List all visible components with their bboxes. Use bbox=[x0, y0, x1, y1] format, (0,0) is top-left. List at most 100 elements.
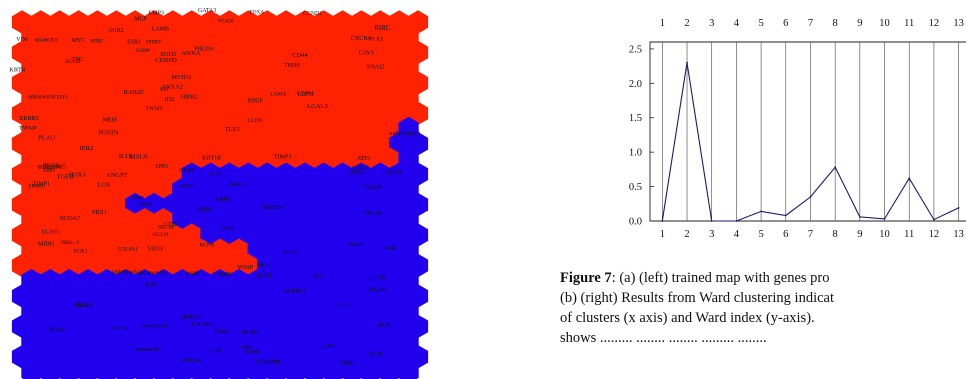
hex-cell-cluster-b bbox=[125, 192, 146, 217]
hex-cell-cluster-a bbox=[351, 132, 372, 156]
x-tick-label-bottom: 1 bbox=[660, 229, 665, 240]
x-tick-label-bottom: 13 bbox=[953, 229, 964, 240]
hex-cell-cluster-b bbox=[134, 269, 155, 293]
hex-cell-cluster-a bbox=[181, 40, 202, 65]
gene-label: CCND1 bbox=[303, 11, 322, 17]
hex-cell-cluster-a bbox=[209, 56, 231, 80]
hex-cell-cluster-b bbox=[407, 345, 429, 369]
hex-cell-cluster-a bbox=[209, 116, 231, 141]
hex-cell-cluster-a bbox=[59, 208, 80, 232]
hex-cell-cluster-a bbox=[351, 71, 372, 95]
hex-cell-cluster-a bbox=[11, 192, 33, 217]
hex-cell-cluster-b bbox=[257, 345, 278, 369]
hex-cell-cluster-a bbox=[11, 10, 33, 34]
gene-label: IGFR bbox=[258, 273, 273, 279]
ward-index-chart: 1 2 3 4 5 6 7 8 9 10 11 12 13 1 2 3 4 5 6 7 8 9 10 11 12 13 0.00… bbox=[629, 18, 966, 240]
hex-cell-cluster-a bbox=[96, 177, 117, 202]
hex-cell-cluster-a bbox=[219, 132, 240, 156]
hex-cell-cluster-b bbox=[351, 192, 372, 217]
hex-cell-cluster-a bbox=[68, 192, 89, 217]
x-tick-label-top: 10 bbox=[879, 18, 890, 29]
gene-label: TAGLN bbox=[362, 184, 383, 191]
hex-cell-cluster-a bbox=[313, 10, 334, 34]
gene-label: KRT18 bbox=[202, 155, 221, 162]
gene-label: TIMP3 bbox=[274, 153, 292, 160]
hex-cell-cluster-a bbox=[219, 40, 240, 65]
gene-label: JUNB bbox=[209, 349, 223, 355]
ward-index-point bbox=[809, 196, 812, 198]
hex-cell-cluster-a bbox=[153, 238, 174, 262]
hex-cell-cluster-b bbox=[370, 284, 391, 308]
chart-border bbox=[649, 41, 966, 222]
hex-cell-cluster-a bbox=[40, 25, 61, 49]
hex-cell-cluster-a bbox=[115, 177, 136, 202]
gene-label: CDH11 bbox=[198, 207, 215, 213]
gene-label: unknown20 bbox=[389, 130, 420, 137]
gene-label: CD44 bbox=[292, 52, 308, 59]
hex-cell-cluster-b bbox=[77, 269, 99, 293]
hex-cell-cluster-b bbox=[247, 299, 268, 323]
hex-cell-cluster-a bbox=[30, 132, 51, 156]
gene-label: MEIS bbox=[103, 118, 117, 124]
hex-cell-cluster-a bbox=[370, 40, 391, 65]
hex-cell-cluster-a bbox=[87, 192, 108, 217]
hex-cell-cluster-a bbox=[172, 238, 193, 262]
hex-cell-cluster-b bbox=[398, 208, 419, 232]
hex-cell-cluster-a bbox=[40, 56, 61, 80]
hex-cell-cluster-a bbox=[209, 25, 231, 49]
hex-cell-cluster-a bbox=[30, 40, 51, 65]
hex-cell-cluster-a bbox=[323, 147, 344, 171]
hex-cell-cluster-b bbox=[407, 132, 429, 156]
hex-cell-cluster-b bbox=[238, 284, 259, 308]
hex-cell-cluster-a bbox=[68, 223, 89, 247]
hex-cell-cluster-b bbox=[266, 177, 287, 202]
hex-cell-cluster-a bbox=[257, 71, 278, 95]
hex-cell-cluster-a bbox=[200, 101, 221, 125]
hex-cell-cluster-a bbox=[266, 25, 287, 49]
hex-cell-cluster-b bbox=[134, 360, 155, 379]
gene-label: CTGF bbox=[352, 165, 369, 172]
hex-cell-cluster-a bbox=[332, 71, 353, 95]
hex-cell-cluster-a bbox=[323, 56, 344, 80]
hex-cell-cluster-b bbox=[238, 314, 259, 338]
hex-cell-cluster-a bbox=[332, 101, 353, 125]
hex-cell-cluster-b bbox=[389, 345, 410, 369]
hex-cell-cluster-a bbox=[134, 238, 155, 262]
hex-cell-cluster-a bbox=[30, 253, 51, 278]
hex-cell-cluster-b bbox=[398, 329, 419, 354]
ward-series bbox=[661, 61, 960, 222]
hex-cell-cluster-b bbox=[323, 238, 344, 262]
hex-cell-cluster-a bbox=[68, 71, 89, 95]
gene-label: RUNX bbox=[200, 243, 215, 249]
hex-cell-cluster-b bbox=[106, 314, 127, 338]
hex-cell-cluster-a bbox=[162, 162, 183, 186]
hex-cell-cluster-a bbox=[389, 10, 410, 34]
hex-cell-cluster-b bbox=[360, 238, 381, 262]
hex-cell-cluster-a bbox=[332, 10, 353, 34]
gene-label: FOXA bbox=[250, 9, 265, 15]
x-tick-label-top: 7 bbox=[808, 18, 813, 29]
hex-cell-cluster-a bbox=[106, 40, 127, 65]
hex-cell-cluster-a bbox=[162, 223, 183, 247]
gene-label: EGR1 bbox=[74, 248, 88, 254]
hex-cell-cluster-a bbox=[181, 71, 202, 95]
hex-cell-cluster-a bbox=[389, 71, 410, 95]
hex-cell-cluster-a bbox=[162, 10, 183, 34]
hex-cell-cluster-a bbox=[294, 10, 315, 34]
hex-cell-cluster-a bbox=[106, 223, 127, 247]
hex-cell-cluster-a bbox=[209, 147, 231, 171]
hex-cell-cluster-a bbox=[96, 25, 117, 49]
hex-cell-cluster-b bbox=[191, 360, 212, 379]
hex-cell-cluster-a bbox=[68, 253, 89, 278]
hex-cell-cluster-b bbox=[304, 329, 325, 354]
hex-cell-cluster-b bbox=[294, 284, 315, 308]
hex-cell-cluster-a bbox=[341, 25, 363, 49]
hex-cell-cluster-b bbox=[294, 314, 315, 338]
hex-cell-cluster-a bbox=[398, 56, 419, 80]
hex-cell-cluster-b bbox=[238, 223, 259, 247]
hex-cell-cluster-a bbox=[294, 71, 315, 95]
hex-cell-cluster-a bbox=[323, 86, 344, 110]
hex-cell-cluster-b bbox=[228, 299, 249, 323]
gene-label: KRT5 bbox=[337, 303, 350, 309]
gene-label: DCN bbox=[378, 323, 391, 329]
